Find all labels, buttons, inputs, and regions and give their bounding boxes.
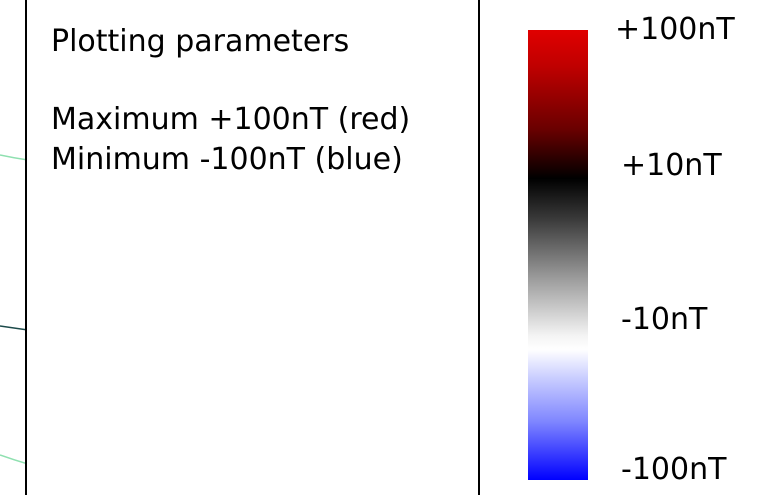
scale-label-bottom: -100nT: [621, 452, 727, 487]
panel-title: Plotting parameters: [51, 24, 350, 59]
maximum-parameter: Maximum +100nT (red): [51, 102, 411, 137]
scale-label-upper-mid: +10nT: [621, 148, 722, 183]
map-trace-line: [0, 325, 28, 331]
map-trace-line: [0, 154, 28, 161]
color-gradient-bar: [528, 30, 588, 480]
map-trace-remnants: [0, 154, 28, 465]
minimum-parameter: Minimum -100nT (blue): [51, 142, 403, 177]
scale-label-lower-mid: -10nT: [621, 302, 708, 337]
scale-label-top: +100nT: [615, 12, 735, 47]
map-trace-line: [0, 454, 28, 465]
plotting-parameters-panel: Plotting parameters Maximum +100nT (red)…: [25, 0, 480, 495]
color-scale-legend: +100nT +10nT -10nT -100nT: [480, 0, 764, 495]
